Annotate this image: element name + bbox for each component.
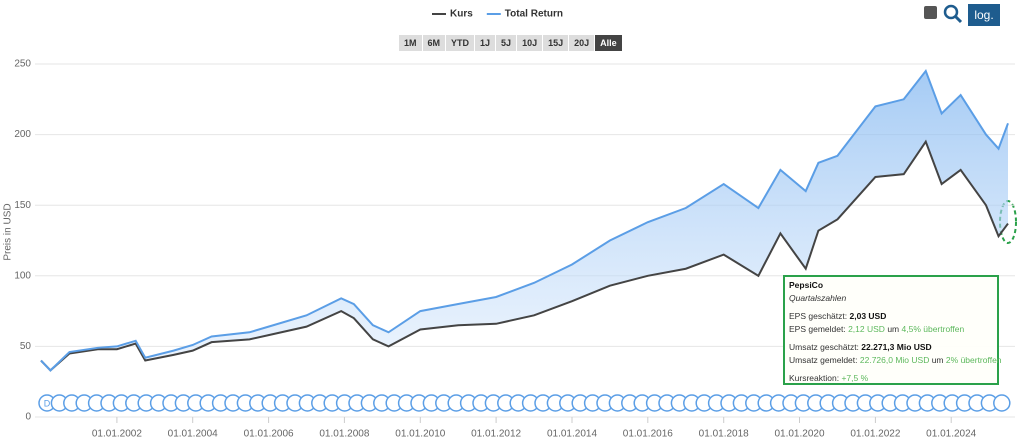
range-button[interactable]: 1M xyxy=(399,35,422,51)
legend-label: Total Return xyxy=(505,9,563,20)
tooltip-company: PepsiCo xyxy=(789,280,824,290)
label: Umsatz gemeldet: xyxy=(789,355,858,365)
x-tick-label: 01.01.2018 xyxy=(699,429,749,440)
zoom-out-icon[interactable] xyxy=(943,4,959,20)
series-line xyxy=(40,69,1009,372)
x-tick-label: 01.01.2020 xyxy=(774,429,824,440)
event-marker-label: D xyxy=(44,398,51,408)
range-button[interactable]: Alle xyxy=(595,35,622,51)
tooltip-line: Kursreaktion: +7,5 % xyxy=(789,373,993,383)
x-tick-label: 01.01.2004 xyxy=(168,429,218,440)
x-tick-label: 01.01.2012 xyxy=(471,429,521,440)
x-tick-label: 01.01.2010 xyxy=(395,429,445,440)
range-button[interactable]: 6M xyxy=(422,35,446,51)
value: 22.726,0 Mio USD xyxy=(859,355,930,365)
text: übertroffen xyxy=(923,324,965,334)
x-tick-label: 01.01.2022 xyxy=(850,429,900,440)
x-tick-label: 01.01.2006 xyxy=(244,429,294,440)
text: übertroffen xyxy=(960,355,1002,365)
tooltip-line: Umsatz geschätzt: 22.271,3 Mio USD xyxy=(789,342,993,352)
label: EPS geschätzt: xyxy=(789,311,848,321)
value: 2,12 USD xyxy=(848,324,885,334)
range-button[interactable]: YTD xyxy=(446,35,475,51)
range-buttons: 1M 6M YTD 1J 5J 10J 15J 20J Alle xyxy=(399,35,622,51)
label: EPS gemeldet: xyxy=(789,324,846,334)
value: +7,5 % xyxy=(841,373,869,383)
range-button[interactable]: 1J xyxy=(475,35,496,51)
x-tick-label: 01.01.2016 xyxy=(623,429,673,440)
y-axis-label: Preis in USD xyxy=(3,203,14,260)
value: 22.271,3 Mio USD xyxy=(861,342,932,352)
y-tick-label: 0 xyxy=(25,412,31,423)
spread-area xyxy=(41,71,1008,371)
text: um xyxy=(887,324,900,334)
range-button[interactable]: 20J xyxy=(569,35,595,51)
range-button[interactable]: 5J xyxy=(496,35,517,51)
tooltip: PepsiCo Quartalszahlen EPS geschätzt: 2,… xyxy=(783,275,1002,385)
y-tick-label: 150 xyxy=(14,200,31,211)
x-tick-label: 01.01.2002 xyxy=(92,429,142,440)
y-tick-label: 50 xyxy=(20,341,32,352)
log-button[interactable]: log. xyxy=(968,4,1000,26)
label: Umsatz geschätzt: xyxy=(789,342,859,352)
label: Kursreaktion: xyxy=(789,373,840,383)
x-tick-label: 01.01.2024 xyxy=(926,429,976,440)
series-line xyxy=(40,139,1009,372)
tooltip-subtitle: Quartalszahlen xyxy=(789,293,847,303)
range-button[interactable]: 15J xyxy=(543,35,569,51)
tooltip-line: EPS gemeldet: 2,12 USD um 4,5% übertroff… xyxy=(789,324,993,334)
value: 4,5% xyxy=(901,324,921,334)
y-tick-label: 100 xyxy=(14,270,31,281)
legend-label: Kurs xyxy=(450,9,473,20)
tooltip-line: EPS geschätzt: 2,03 USD xyxy=(789,311,993,321)
event-marker xyxy=(993,394,1011,412)
range-button[interactable]: 10J xyxy=(517,35,543,51)
tooltip-line: Umsatz gemeldet: 22.726,0 Mio USD um 2% … xyxy=(789,355,1002,365)
y-tick-label: 250 xyxy=(14,59,31,70)
text: um xyxy=(931,355,944,365)
value: 2% xyxy=(945,355,959,365)
x-tick-label: 01.01.2014 xyxy=(547,429,597,440)
value: 2,03 USD xyxy=(849,311,887,321)
x-tick-label: 01.01.2008 xyxy=(319,429,369,440)
save-icon[interactable] xyxy=(924,6,937,19)
zoom-out-handle xyxy=(953,14,963,24)
y-tick-label: 200 xyxy=(14,129,31,140)
